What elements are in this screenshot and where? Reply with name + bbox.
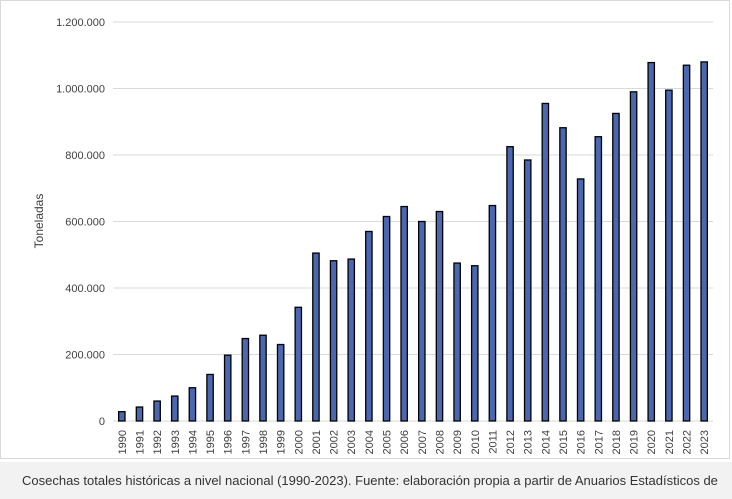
bar-1992	[153, 400, 161, 422]
bar-2000	[294, 306, 303, 422]
bar-1995	[206, 373, 214, 422]
bar-2012	[506, 146, 514, 422]
x-tick-label: 2012	[505, 430, 517, 454]
bar-2023	[700, 61, 709, 422]
x-tick-label: 1994	[187, 430, 199, 454]
bar-2009	[453, 262, 461, 422]
bar-1996	[223, 354, 232, 422]
x-tick-label: 2007	[417, 430, 429, 454]
x-tick-label: 1996	[223, 430, 235, 454]
x-tick-label: 2015	[558, 430, 570, 454]
x-tick-label: 1992	[152, 430, 164, 454]
bar-2002	[329, 260, 338, 422]
gridlines	[113, 21, 713, 422]
bar-1999	[276, 343, 285, 422]
bar-2007	[417, 220, 426, 422]
bars	[117, 61, 709, 422]
y-tick-label: 1.000.000	[56, 84, 105, 96]
x-tick-label: 2022	[682, 430, 694, 454]
bar-1997	[241, 337, 250, 422]
bar-2015	[559, 127, 567, 422]
x-tick-label: 2005	[382, 430, 394, 454]
bar-2008	[435, 210, 444, 422]
y-tick-label: 1.200.000	[56, 17, 105, 29]
x-tick-label: 2002	[329, 430, 341, 454]
x-tick-label: 2009	[452, 430, 464, 454]
x-tick-label: 1998	[258, 430, 270, 454]
x-tick-label: 2018	[611, 430, 623, 454]
bar-2016	[576, 178, 585, 422]
bar-2018	[612, 112, 620, 422]
x-tick-label: 2017	[593, 430, 605, 454]
bar-2019	[629, 91, 638, 422]
bar-2014	[541, 102, 550, 422]
x-tick-label: 2011	[487, 430, 499, 454]
x-tick-label: 2023	[699, 430, 711, 454]
bar-2021	[665, 89, 673, 422]
x-tick-label: 2016	[576, 430, 588, 454]
bar-1998	[259, 334, 267, 422]
y-axis-tick-labels: 0 200.000 400.000 600.000 800.000 1.000.000 1.…	[56, 17, 105, 428]
x-tick-label: 2001	[311, 430, 323, 454]
x-axis-tick-labels: 1990 1991 1992 1993 1994 1995 1996 1997 1998 1999…	[117, 430, 711, 454]
x-tick-label: 2010	[470, 430, 482, 454]
y-tick-label: 600.000	[65, 217, 105, 229]
x-tick-label: 2013	[523, 430, 535, 454]
x-tick-label: 2003	[346, 430, 358, 454]
bar-2022	[682, 64, 691, 422]
x-tick-label: 1997	[240, 430, 252, 454]
x-tick-label: 2021	[664, 430, 676, 454]
bar-2004	[365, 230, 373, 422]
caption-text: Cosechas totales históricas a nivel naci…	[22, 473, 718, 488]
x-tick-label: 2020	[646, 430, 658, 454]
bar-2013	[523, 159, 532, 422]
bar-2005	[382, 215, 391, 422]
chart-frame: 0 200.000 400.000 600.000 800.000 1.000.000 1.…	[0, 0, 730, 459]
bar-1994	[188, 387, 197, 422]
bar-2003	[347, 258, 356, 422]
y-axis-title: Toneladas	[32, 194, 46, 249]
x-tick-label: 1991	[134, 430, 146, 454]
figure-caption: Cosechas totales históricas a nivel naci…	[0, 462, 732, 499]
bar-2011	[488, 204, 497, 422]
bar-chart: 0 200.000 400.000 600.000 800.000 1.000.000 1.…	[32, 17, 713, 454]
x-tick-label: 1990	[117, 430, 129, 454]
bar-2020	[647, 61, 656, 422]
x-tick-label: 1999	[276, 430, 288, 454]
x-tick-label: 2008	[434, 430, 446, 454]
bar-2010	[470, 265, 479, 422]
x-tick-label: 1995	[205, 430, 217, 454]
x-tick-label: 2006	[399, 430, 411, 454]
x-tick-label: 2000	[293, 430, 305, 454]
bar-2001	[312, 252, 320, 422]
x-tick-label: 2014	[540, 430, 552, 454]
x-tick-label: 2004	[364, 430, 376, 454]
x-tick-label: 2019	[629, 430, 641, 454]
y-tick-label: 200.000	[65, 350, 105, 362]
bar-1993	[170, 395, 179, 422]
bar-1990	[117, 411, 126, 422]
y-tick-label: 0	[99, 416, 105, 428]
y-tick-label: 400.000	[65, 283, 105, 295]
bar-1991	[135, 406, 144, 422]
bar-2017	[594, 136, 603, 422]
x-tick-label: 1993	[170, 430, 182, 454]
bar-2006	[400, 205, 409, 422]
y-tick-label: 800.000	[65, 150, 105, 162]
